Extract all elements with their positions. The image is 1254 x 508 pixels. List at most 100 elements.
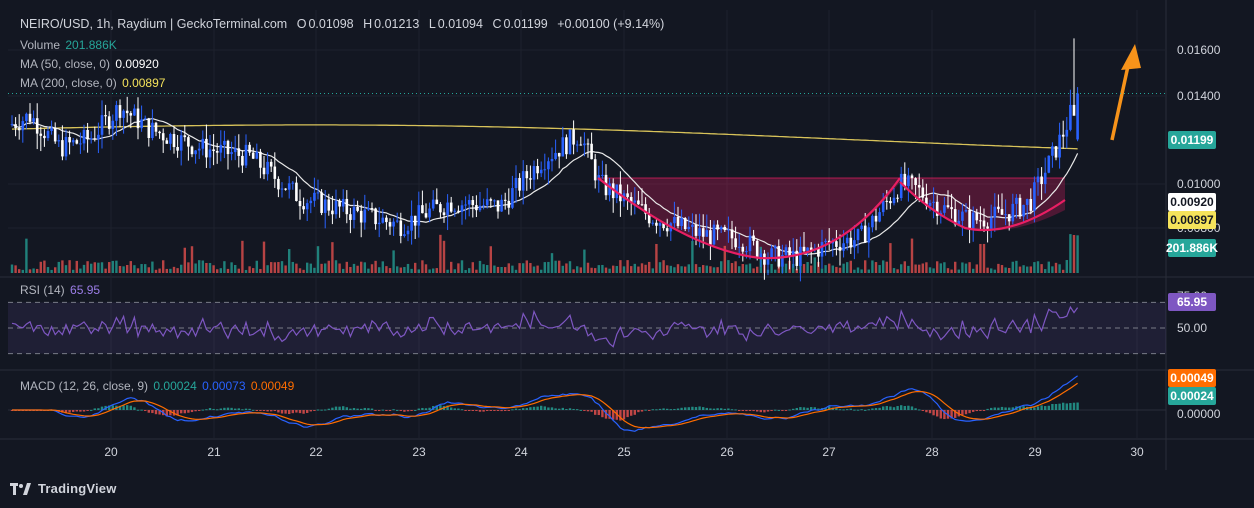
candle-body (17, 128, 21, 131)
macd-histogram-bar (205, 409, 208, 411)
candle-body (313, 192, 316, 201)
volume-bar (561, 265, 564, 273)
candle-body (791, 250, 795, 257)
volume-bar (871, 260, 874, 273)
tradingview-logo[interactable]: TradingView (10, 481, 117, 496)
x-tick-label: 25 (617, 445, 631, 459)
candle-body (334, 200, 338, 215)
macd-histogram-bar (997, 407, 1000, 410)
volume-bar (21, 269, 24, 273)
volume-bar (478, 260, 482, 273)
volume-bar (349, 266, 352, 273)
ma50-label: MA (50, close, 0) (20, 57, 111, 71)
candle-body (395, 220, 399, 222)
macd-histogram-bar (849, 408, 852, 410)
volume-bar (223, 261, 226, 273)
volume-bar (867, 269, 870, 273)
volume-bar (331, 242, 334, 273)
macd-histogram-bar (936, 410, 939, 417)
volume-bar (705, 265, 708, 273)
candle-body (208, 149, 212, 158)
volume-bar (741, 264, 744, 273)
candle-body (172, 134, 176, 148)
macd-histogram-bar (64, 410, 68, 414)
volume-bar (846, 262, 849, 273)
macd-histogram-bar (208, 408, 212, 410)
macd-histogram-bar (352, 407, 356, 410)
volume-bar (154, 269, 158, 273)
rsi-badge: 65.95 (1177, 295, 1207, 309)
rsi-tick-label: 50.00 (1177, 321, 1207, 335)
volume-bar (554, 260, 557, 273)
candle-body (500, 199, 503, 212)
last-price-badge: 0.01199 (1171, 133, 1214, 147)
candle-body (341, 198, 345, 207)
macd-histogram-bar (190, 410, 194, 413)
candle-body (61, 140, 64, 157)
x-tick-label: 21 (207, 445, 221, 459)
macd-histogram-bar (338, 406, 341, 410)
volume-bar (450, 261, 453, 273)
volume-bar (1000, 265, 1004, 273)
candle-body (673, 216, 676, 224)
macd-histogram-bar (684, 407, 687, 410)
macd-histogram-bar (522, 408, 525, 410)
macd-histogram-bar (846, 409, 849, 411)
candle-body (691, 224, 694, 227)
macd-histogram-bar (223, 407, 226, 410)
volume-bar (104, 268, 107, 273)
volume-bar (392, 250, 395, 273)
volume-bar (270, 262, 273, 273)
volume-bar (918, 264, 921, 273)
macd-hist-badge: 0.00024 (1170, 389, 1214, 403)
candle-body (385, 217, 388, 223)
volume-bar (856, 267, 860, 273)
macd-histogram-bar (309, 410, 312, 412)
macd-histogram-bar (525, 408, 528, 410)
volume-bar (266, 265, 269, 273)
ma200-label: MA (200, close, 0) (20, 76, 117, 90)
volume-bar (133, 265, 136, 273)
macd-histogram-bar (504, 410, 507, 411)
volume-bar (669, 265, 672, 273)
volume-bar (1054, 262, 1058, 273)
volume-bar (680, 266, 683, 273)
volume-bar (165, 268, 168, 273)
volume-bar (928, 267, 932, 273)
volume-bar (1076, 235, 1079, 273)
macd-histogram-bar (320, 409, 323, 411)
candle-body (151, 122, 154, 139)
macd-histogram-bar (932, 410, 935, 416)
macd-histogram-bar (586, 410, 590, 412)
candle-body (917, 185, 921, 188)
x-tick-label: 30 (1130, 445, 1144, 459)
macd-histogram-bar (900, 405, 903, 410)
macd-histogram-bar (1004, 407, 1007, 410)
macd-line (12, 375, 1078, 432)
volume-bar (820, 268, 824, 273)
macd-histogram-bar (1018, 406, 1022, 410)
macd-histogram-bar (486, 410, 489, 411)
volume-bar (817, 261, 820, 273)
macd-histogram-bar (90, 409, 93, 411)
macd-histogram-bar (968, 410, 971, 414)
macd-hist-value: 0.00024 (153, 379, 197, 393)
candle-body (64, 137, 68, 157)
candle-body (388, 222, 392, 227)
volume-bar (986, 267, 989, 273)
macd-histogram-bar (799, 407, 802, 410)
volume-bar (374, 260, 377, 273)
volume-bar (1004, 267, 1007, 273)
volume-bar (824, 265, 827, 273)
volume-bar (658, 262, 662, 273)
volume-bar (385, 266, 388, 273)
candle-body (230, 152, 233, 155)
macd-histogram-bar (457, 408, 460, 410)
candle-body (583, 143, 586, 146)
volume-bar (54, 267, 57, 273)
candle-body (910, 175, 914, 179)
macd-histogram-bar (496, 410, 500, 411)
candle-body (1011, 203, 1015, 222)
candle-body (845, 237, 849, 244)
